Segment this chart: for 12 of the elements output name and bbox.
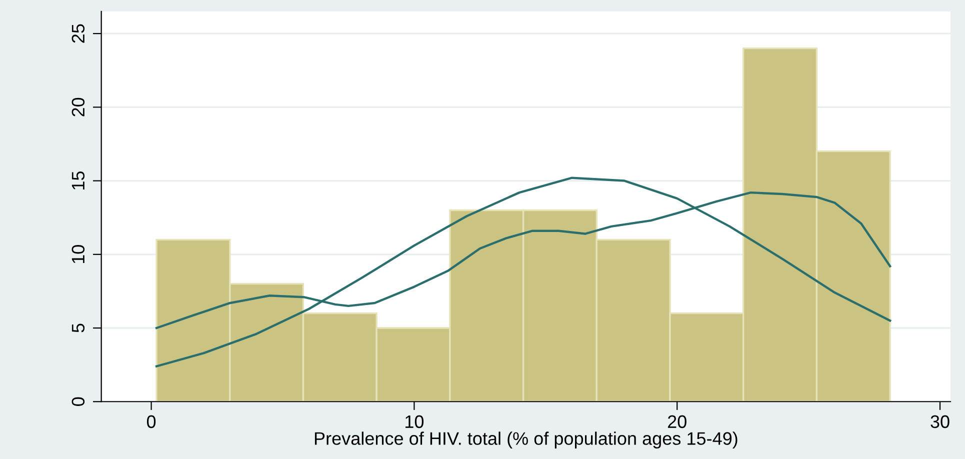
y-tick-label: 10 — [72, 245, 85, 264]
x-tick-label: 30 — [930, 415, 950, 428]
y-tick-label: 0 — [72, 397, 85, 406]
x-tick-label: 0 — [146, 415, 156, 428]
y-tick-label: 25 — [72, 24, 85, 43]
x-tick-label: 20 — [668, 415, 686, 428]
x-axis-title: Prevalence of HIV. total (% of population ages 15-49) — [314, 432, 738, 448]
y-tick-label: 15 — [72, 172, 85, 190]
y-tick-label: 20 — [72, 98, 85, 116]
x-tick-label: 10 — [406, 415, 424, 428]
y-tick-label: 5 — [72, 324, 85, 332]
line-series — [155, 176, 892, 368]
